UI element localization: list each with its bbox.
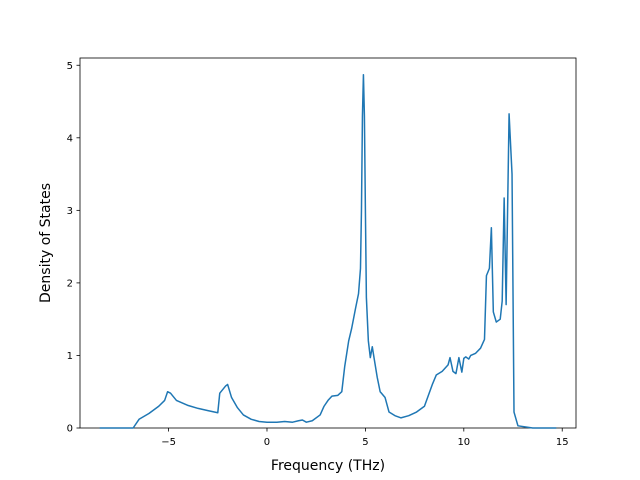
x-axis-label: Frequency (THz)	[271, 458, 385, 474]
x-tick-label: 5	[362, 437, 368, 448]
plot-area	[79, 57, 577, 429]
dos-series-line	[99, 73, 557, 429]
y-tick-label: 2	[67, 278, 73, 289]
x-tick-label: −5	[161, 437, 176, 448]
y-tick-label: 3	[67, 206, 73, 217]
y-axis: 0 1 2 3 4 5	[67, 61, 80, 435]
y-tick-label: 1	[67, 351, 73, 362]
y-tick-label: 4	[67, 133, 73, 144]
x-tick-label: 0	[264, 437, 270, 448]
x-axis: −5 0 5 10 15	[161, 428, 569, 448]
y-axis-label: Density of States	[38, 183, 54, 303]
plot-frame	[79, 57, 577, 429]
x-tick-label: 15	[556, 437, 569, 448]
x-tick-label: 10	[457, 437, 470, 448]
y-tick-label: 5	[67, 61, 73, 72]
y-tick-label: 0	[67, 424, 73, 435]
